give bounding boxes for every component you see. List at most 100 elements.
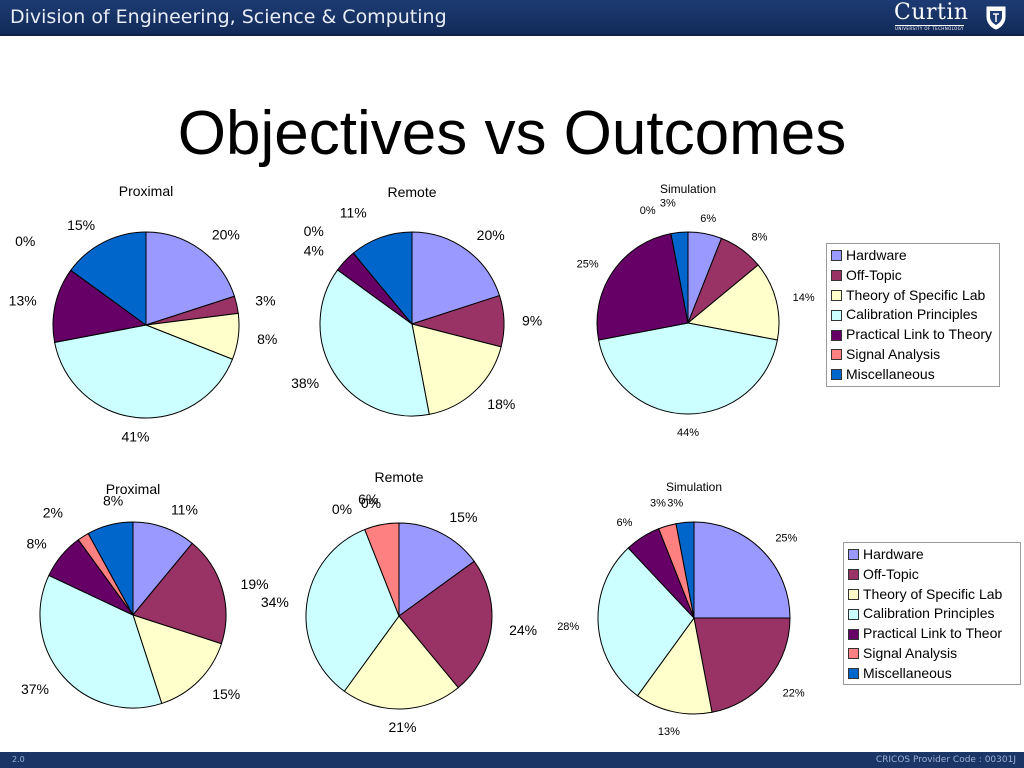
slice-label: 15%: [67, 217, 95, 233]
slice-label: 37%: [21, 681, 49, 697]
legend-swatch: [848, 549, 859, 561]
shield-icon: [986, 6, 1006, 30]
legend-label: Hardware: [863, 546, 924, 562]
slice-label: 11%: [340, 205, 367, 221]
header-bar: Division of Engineering, Science & Compu…: [0, 0, 1024, 36]
slice-label: 3%: [660, 197, 676, 209]
slice-label: 4%: [304, 243, 324, 259]
chart-title: Simulation: [666, 480, 722, 494]
pie-slice: [352, 231, 413, 326]
pie-slice: [597, 547, 695, 697]
legend-label: Signal Analysis: [863, 644, 958, 661]
slice-label: 14%: [793, 292, 815, 304]
pie-slice: [596, 233, 689, 341]
slice-label: 8%: [751, 232, 767, 244]
legend-item: Signal Analysis: [848, 644, 1016, 664]
legend-swatch: [848, 648, 859, 660]
slice-label: 28%: [557, 621, 579, 633]
legend-item: Theory of Specific Lab: [831, 286, 995, 306]
pie-slice: [693, 617, 791, 713]
slice-label: 15%: [212, 686, 240, 702]
legend-label: Off-Topic: [863, 565, 919, 582]
legend-item: Calibration Principles: [848, 604, 1016, 624]
pie-chart: Proximal 20% 3% 8% 41% 13% 0% 15%: [9, 183, 278, 445]
slice-label: 15%: [449, 509, 477, 525]
cricos-code: CRICOS Provider Code : 00301J: [875, 755, 1016, 765]
slide-number: 2.0: [12, 755, 25, 764]
legend-swatch: [831, 329, 842, 341]
legend-label: Signal Analysis: [846, 345, 941, 362]
pie-slice: [411, 231, 501, 325]
pie-slice: [693, 521, 791, 619]
slice-label: 0%: [304, 223, 324, 239]
legend-label: Theory of Specific Lab: [863, 585, 1003, 602]
pie-slice: [132, 542, 227, 645]
pie-slice: [686, 264, 780, 341]
legend-swatch: [848, 569, 859, 581]
slice-label: 0%: [361, 495, 381, 511]
slice-label: 11%: [171, 502, 198, 518]
legend-label: Off-Topic: [846, 266, 902, 283]
pie-chart: Proximal 11% 19% 15% 37% 8% 2% 8%: [21, 481, 269, 709]
legend-item: Practical Link to Theor: [848, 624, 1016, 644]
pie-slice: [675, 521, 695, 619]
slice-label: 8%: [103, 493, 123, 509]
pie-chart: Remote 20% 9% 18% 38% 4% 0% 11%: [291, 184, 542, 417]
legend-label: Practical Link to Theory: [846, 326, 993, 343]
slice-label: 41%: [121, 429, 149, 445]
legend-item: Hardware: [848, 545, 1016, 565]
pie-slice: [145, 231, 236, 326]
slice-label: 6%: [700, 213, 716, 225]
pie-chart: Simulation 25% 22% 13% 28% 6% 3% 3%: [557, 480, 805, 738]
legend-label: Miscellaneous: [863, 664, 952, 681]
curtin-logo: Curtin UNIVERSITY OF TECHNOLOGY: [894, 0, 1006, 32]
slice-label: 20%: [212, 226, 240, 242]
chart-title: Simulation: [660, 182, 716, 196]
slice-label: 0%: [640, 205, 656, 217]
slice-label: 13%: [658, 726, 680, 738]
legend-label: Calibration Principles: [863, 605, 995, 622]
legend-swatch: [831, 349, 842, 361]
legend-item: Hardware: [831, 246, 995, 266]
pie-slice: [636, 616, 713, 715]
slice-label: 25%: [577, 258, 599, 270]
legend-swatch: [848, 588, 859, 600]
pie-slice: [364, 522, 400, 617]
slide-title: Objectives vs Outcomes: [177, 99, 847, 168]
slice-label: 13%: [9, 293, 37, 309]
pie-slice: [343, 615, 459, 710]
legend-item: Off-Topic: [831, 266, 995, 286]
pie-slice: [132, 614, 223, 705]
pie-slice: [670, 231, 689, 324]
legend-swatch: [831, 250, 842, 262]
slice-label: 24%: [509, 622, 537, 638]
pie-slice: [398, 522, 475, 617]
legend-item: Off-Topic: [848, 565, 1016, 585]
slice-label: 34%: [261, 594, 289, 610]
slice-label: 22%: [783, 687, 805, 699]
legend-label: Theory of Specific Lab: [846, 286, 986, 303]
legend-item: Miscellaneous: [831, 365, 995, 385]
slice-label: 21%: [388, 719, 416, 735]
pie-chart: Simulation 6% 8% 14% 44% 25% 0% 3%: [577, 182, 815, 439]
pie-slice: [52, 269, 148, 344]
slice-label: 38%: [291, 375, 319, 391]
division-title: Division of Engineering, Science & Compu…: [10, 6, 447, 28]
pie-slice: [87, 521, 134, 616]
slice-label: 20%: [477, 227, 505, 243]
legend-swatch: [848, 628, 859, 640]
legend-item: Signal Analysis: [831, 345, 995, 365]
legend-swatch: [848, 608, 859, 620]
pie-slice: [319, 269, 430, 417]
pie-slice: [305, 528, 400, 692]
legend-swatch: [848, 668, 859, 680]
pie-slice: [411, 323, 502, 415]
legend-item: Practical Link to Theory: [831, 325, 995, 345]
footer-bar: 2.0 CRICOS Provider Code : 00301J: [0, 752, 1024, 768]
slice-label: 9%: [522, 313, 542, 329]
slice-label: 3%: [255, 293, 275, 309]
pie-slice: [398, 560, 493, 689]
legend-swatch: [831, 289, 842, 301]
logo-text: Curtin: [894, 0, 969, 25]
